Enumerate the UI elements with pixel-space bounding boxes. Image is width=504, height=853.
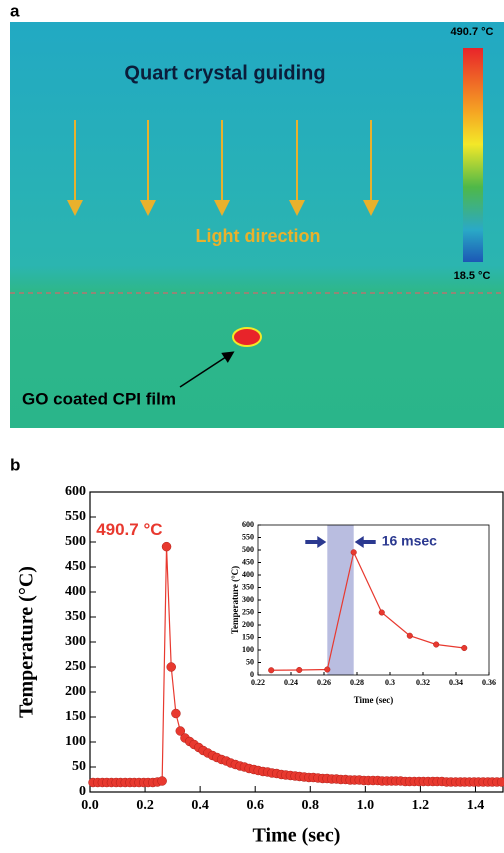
y-tick-label: 150: [65, 709, 86, 724]
y-tick-label: 400: [65, 584, 86, 599]
data-point: [268, 667, 274, 673]
data-point: [171, 709, 180, 718]
data-point: [167, 663, 176, 672]
x-tick-label: 0.4: [191, 798, 209, 813]
y-tick-label: 250: [65, 659, 86, 674]
data-point: [296, 667, 302, 673]
x-tick-label: 0.22: [251, 678, 265, 687]
colorbar-min: 18.5 °C: [454, 270, 491, 282]
x-tick-label: 0.26: [317, 678, 331, 687]
x-tick-label: 1.0: [357, 798, 375, 813]
y-tick-label: 50: [246, 657, 254, 666]
y-tick-label: 300: [65, 634, 86, 649]
y-tick-label: 400: [242, 570, 254, 579]
x-tick-label: 0.2: [136, 798, 154, 813]
x-tick-label: 0.6: [246, 798, 264, 813]
x-axis-label: Time (sec): [253, 825, 341, 847]
y-tick-label: 600: [65, 484, 86, 499]
film-label: GO coated CPI film: [22, 389, 176, 408]
x-tick-label: 0.8: [302, 798, 320, 813]
y-tick-label: 150: [242, 632, 254, 641]
y-tick-label: 0: [79, 784, 86, 799]
data-point: [379, 610, 385, 616]
data-point: [461, 645, 467, 651]
panel-label: b: [10, 455, 20, 474]
y-tick-label: 600: [242, 520, 254, 529]
x-tick-label: 0.0: [81, 798, 99, 813]
data-point: [158, 777, 167, 786]
panel-label: a: [10, 1, 20, 20]
x-tick-label: 1.2: [412, 798, 430, 813]
x-tick-label: 1.4: [467, 798, 485, 813]
y-tick-label: 500: [65, 534, 86, 549]
colorbar: [463, 48, 483, 262]
data-point: [407, 633, 413, 639]
image-title: Quart crystal guiding: [124, 62, 325, 84]
y-axis-label: Temperature (°C): [230, 566, 240, 634]
x-tick-label: 0.28: [350, 678, 364, 687]
y-tick-label: 450: [65, 559, 86, 574]
y-tick-label: 450: [242, 557, 254, 566]
y-tick-label: 550: [65, 509, 86, 524]
x-axis-label: Time (sec): [354, 695, 394, 705]
peak-annotation: 490.7 °C: [96, 520, 162, 539]
data-point: [325, 667, 331, 673]
y-tick-label: 250: [242, 607, 254, 616]
y-tick-label: 200: [242, 620, 254, 629]
y-tick-label: 350: [65, 609, 86, 624]
x-tick-label: 0.32: [416, 678, 430, 687]
y-tick-label: 350: [242, 582, 254, 591]
y-tick-label: 200: [65, 684, 86, 699]
x-tick-label: 0.36: [482, 678, 496, 687]
y-tick-label: 500: [242, 545, 254, 554]
y-tick-label: 100: [242, 645, 254, 654]
colorbar-max: 490.7 °C: [451, 26, 494, 38]
figure: a Quart crystal guiding Light direction …: [0, 0, 504, 853]
data-point: [162, 542, 171, 551]
x-tick-label: 0.3: [385, 678, 395, 687]
data-point: [433, 642, 439, 648]
light-label: Light direction: [196, 226, 321, 246]
x-tick-label: 0.24: [284, 678, 298, 687]
y-tick-label: 100: [65, 734, 86, 749]
y-axis-label: Temperature (°C): [16, 566, 38, 718]
data-point: [351, 550, 357, 556]
y-tick-label: 50: [72, 759, 86, 774]
hot-spot: [233, 328, 261, 346]
data-point: [497, 778, 504, 787]
x-tick-label: 0.34: [449, 678, 463, 687]
y-tick-label: 550: [242, 532, 254, 541]
y-tick-label: 300: [242, 595, 254, 604]
span-annotation: 16 msec: [382, 533, 437, 549]
